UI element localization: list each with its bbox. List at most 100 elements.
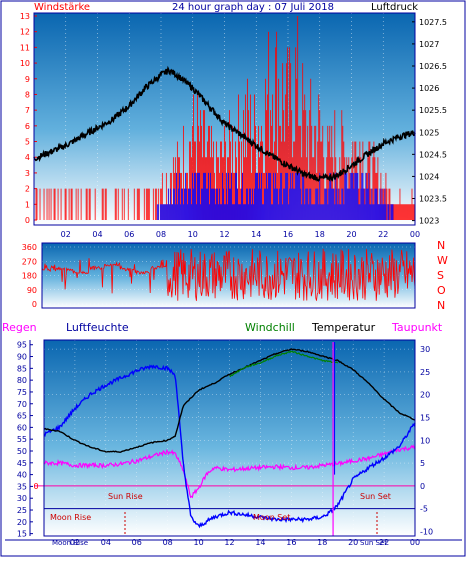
pressure-tick-label: 1026.5 <box>419 62 447 71</box>
legend-temperatur: Temperatur <box>311 321 376 334</box>
wind-x-tick-label: 16 <box>283 230 293 239</box>
wind-tick-label: 12 <box>20 28 30 37</box>
direction-tick-label: 270 <box>22 257 37 266</box>
header-right-label: Luftdruck <box>371 2 418 13</box>
wind-tick-label: 0 <box>25 216 30 225</box>
humidity-tick-label: 85 <box>17 364 27 373</box>
temperature-x-tick-label: 02 <box>70 538 80 547</box>
wind-tick-label: 5 <box>25 138 30 147</box>
compass-letter: S <box>437 269 444 282</box>
pressure-tick-label: 1025 <box>419 128 439 137</box>
temperature-x-tick-label: 22 <box>379 538 389 547</box>
humidity-tick-label: 90 <box>17 353 27 362</box>
moon-rise-axis-label: Moon Rise <box>52 539 88 547</box>
temperature-x-tick-label: 08 <box>163 538 173 547</box>
wind-x-tick-label: 12 <box>219 230 229 239</box>
temperature-tick-label: 10 <box>420 436 430 445</box>
pressure-tick-label: 1027 <box>419 40 439 49</box>
legend-windchill: Windchill <box>245 321 295 334</box>
pressure-tick-label: 1026 <box>419 84 439 93</box>
temperature-plot-area <box>44 340 415 536</box>
temperature-x-tick-label: 06 <box>132 538 142 547</box>
humidity-tick-label: 35 <box>17 482 27 491</box>
temperature-line <box>43 348 416 453</box>
temperature-x-tick-label: 10 <box>193 538 203 547</box>
wind-x-tick-label: 22 <box>378 230 388 239</box>
humidity-tick-label: 40 <box>17 471 27 480</box>
temperature-x-tick-label: 14 <box>255 538 265 547</box>
pressure-tick-label: 1023.5 <box>419 195 447 204</box>
gust-bars <box>156 172 394 220</box>
wind-x-tick-label: 20 <box>346 230 356 239</box>
temperature-tick-label: 0 <box>420 482 425 491</box>
compass-letter: N <box>437 299 445 312</box>
temperature-x-axis: 02 04 06 08 10 12 14 16 18 20 22 00 <box>70 538 420 547</box>
pressure-tick-label: 1027.5 <box>419 18 447 27</box>
humidity-tick-label: 55 <box>17 435 27 444</box>
legend-regen: Regen <box>2 321 37 334</box>
humidity-tick-label: 30 <box>17 494 27 503</box>
wind-x-axis: 02 04 06 08 10 12 14 16 18 20 22 00 <box>61 230 420 239</box>
temperature-x-tick-label: 00 <box>410 538 420 547</box>
zero-label: 0 <box>33 482 38 491</box>
moon-rise-label: Moon Rise <box>50 513 91 522</box>
wind-x-tick-label: 18 <box>315 230 325 239</box>
temperature-x-tick-label: 16 <box>286 538 296 547</box>
direction-series <box>41 248 416 301</box>
humidity-tick-label: 95 <box>17 341 27 350</box>
temperature-x-tick-label: 18 <box>317 538 327 547</box>
temperature-x-tick-label: 20 <box>348 538 358 547</box>
wind-tick-label: 11 <box>20 43 30 52</box>
legend-luftfeuchte: Luftfeuchte <box>66 321 129 334</box>
humidity-tick-label: 75 <box>17 388 27 397</box>
direction-tick-label: 180 <box>22 272 37 281</box>
dewpoint-line <box>43 444 416 499</box>
humidity-tick-label: 70 <box>17 400 27 409</box>
wind-tick-label: 2 <box>25 185 30 194</box>
humidity-line <box>43 364 416 529</box>
temperature-border <box>43 339 416 537</box>
pressure-right-axis: 1023 1023.5 1024 1024.5 1025 1025.5 1026 1026.5… <box>412 18 447 226</box>
temperature-tick-label: -5 <box>420 505 428 514</box>
temperature-tick-label: 5 <box>420 459 425 468</box>
humidity-tick-label: 25 <box>17 506 27 515</box>
humidity-tick-label: 50 <box>17 447 27 456</box>
wind-x-tick-label: 04 <box>92 230 102 239</box>
temperature-legend: Regen Luftfeuchte Windchill Temperatur T… <box>2 321 443 334</box>
wind-tick-label: 4 <box>25 153 30 162</box>
pressure-series <box>33 65 416 183</box>
humidity-tick-label: 65 <box>17 412 27 421</box>
legend-taupunkt: Taupunkt <box>391 321 443 334</box>
header-left-label: Windstärke <box>34 2 90 13</box>
pressure-tick-label: 1024.5 <box>419 150 447 159</box>
temperature-tick-label: 15 <box>420 413 430 422</box>
compass-letter: N <box>437 239 445 252</box>
direction-line <box>41 248 416 301</box>
direction-tick-label: 0 <box>32 300 37 309</box>
wind-x-tick-label: 14 <box>251 230 261 239</box>
humidity-tick-label: 80 <box>17 376 27 385</box>
page-title: 24 hour graph day : 07 Juli 2018 <box>172 2 334 13</box>
temperature-tick-label: 30 <box>420 345 430 354</box>
temperature-x-tick-label: 12 <box>224 538 234 547</box>
humidity-left-axis: 15 20 25 30 35 40 45 50 55 60 65 70 75 80 85 90 95 <box>17 341 33 539</box>
wind-tick-label: 3 <box>25 169 30 178</box>
pressure-line <box>33 65 416 183</box>
sun-set-axis-label: Sun Set <box>360 539 387 547</box>
temperature-tick-label: -10 <box>420 527 433 536</box>
temperature-x-tick-label: 04 <box>101 538 111 547</box>
pressure-tick-label: 1025.5 <box>419 106 447 115</box>
moon-set-label: Moon Set <box>253 513 290 522</box>
wind-tick-label: 6 <box>25 122 30 131</box>
direction-tick-label: 90 <box>27 286 37 295</box>
direction-tick-label: 360 <box>22 243 37 252</box>
temperature-series: 0 <box>33 342 416 536</box>
humidity-tick-label: 60 <box>17 423 27 432</box>
temperature-tick-label: 25 <box>420 368 430 377</box>
